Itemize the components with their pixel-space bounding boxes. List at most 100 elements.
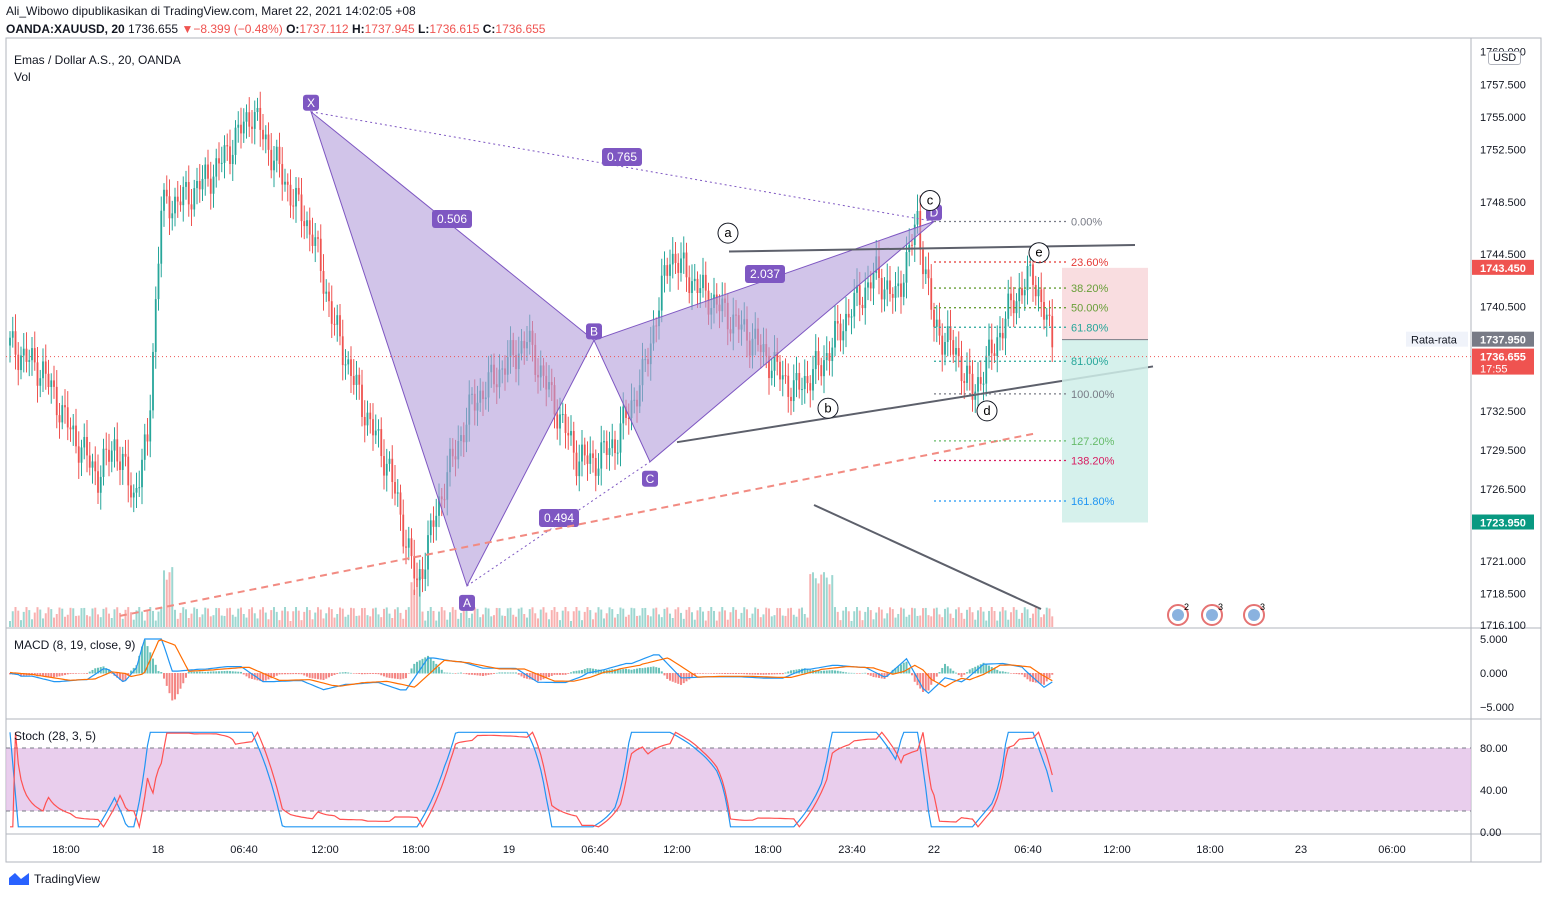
harmonic-dotted-leg: [310, 111, 935, 222]
volume-bar: [619, 607, 622, 627]
macd-histogram-bar: [718, 673, 721, 674]
macd-histogram-bar: [575, 670, 578, 674]
volume-bar: [614, 617, 616, 627]
volume-bar: [955, 609, 957, 627]
macd-histogram-bar: [1004, 671, 1007, 674]
macd-histogram-bar: [462, 673, 465, 674]
macd-histogram-bar: [748, 673, 751, 675]
candle-body: [344, 364, 347, 366]
volume-bar: [856, 607, 858, 627]
volume-bar: [578, 610, 581, 627]
macd-histogram-bar: [853, 672, 856, 674]
macd-histogram-bar: [803, 668, 806, 674]
volume-bar: [366, 615, 369, 627]
volume-bar: [110, 618, 113, 627]
price-tick-label: 1721.000: [1480, 556, 1526, 568]
candle-body: [369, 412, 372, 420]
candle-body: [432, 520, 435, 527]
volume-bar: [449, 612, 451, 627]
macd-histogram-bar: [586, 668, 589, 674]
volume-bar: [28, 610, 31, 627]
macd-histogram-bar: [509, 672, 512, 674]
macd-histogram-bar: [259, 673, 262, 682]
macd-histogram-bar: [479, 673, 482, 676]
macd-histogram-bar: [952, 670, 955, 674]
macd-histogram-bar: [215, 671, 218, 674]
volume-bar: [691, 612, 693, 627]
volume-bar: [339, 607, 341, 627]
candle-body: [798, 373, 801, 390]
volume-bar: [803, 614, 806, 627]
macd-histogram-bar: [196, 671, 198, 674]
candle-body: [814, 351, 817, 370]
macd-histogram-bar: [515, 672, 517, 674]
macd-histogram-bar: [281, 673, 284, 675]
volume-bar: [509, 607, 512, 627]
macd-histogram-bar: [759, 673, 762, 675]
macd-histogram-bar: [765, 673, 768, 675]
candle-body: [699, 288, 702, 293]
volume-bar: [31, 619, 33, 627]
macd-histogram-bar: [581, 670, 583, 674]
candle-body: [182, 186, 185, 206]
macd-histogram-bar: [168, 673, 171, 694]
candle-body: [614, 439, 616, 454]
macd-histogram-bar: [649, 666, 652, 674]
macd-histogram-bar: [209, 671, 212, 674]
candle-body: [894, 286, 897, 298]
candle-body: [660, 275, 663, 311]
volume-bar: [1034, 607, 1037, 627]
candle-body: [688, 277, 691, 294]
macd-histogram-bar: [1001, 671, 1004, 674]
macd-histogram-bar: [1010, 673, 1012, 674]
macd-histogram-bar: [377, 673, 380, 675]
volume-bar: [974, 619, 977, 627]
price-change: −8.399 (−0.48%): [193, 22, 283, 36]
candle-body: [297, 187, 300, 195]
macd-histogram-bar: [652, 666, 655, 674]
macd-histogram-bar: [446, 672, 449, 674]
volume-bar: [655, 607, 658, 627]
price-tick-label: 1752.500: [1480, 145, 1526, 157]
volume-bar: [306, 607, 308, 627]
volume-bar: [776, 607, 779, 627]
macd-tick-label: −5.000: [1480, 702, 1514, 714]
volume-bar: [737, 618, 740, 627]
macd-histogram-bar: [138, 655, 141, 674]
macd-histogram-bar: [647, 667, 649, 674]
volume-bar: [190, 613, 193, 627]
macd-histogram-bar: [251, 673, 253, 679]
candle-body: [190, 204, 193, 210]
macd-histogram-bar: [53, 673, 55, 678]
volume-bar: [911, 607, 913, 627]
volume-bar: [542, 607, 545, 627]
candle-body: [256, 107, 259, 113]
harmonic-ratio-label: 0.506: [437, 212, 467, 226]
currency-badge[interactable]: USD: [1488, 51, 1522, 65]
macd-histogram-bar: [636, 668, 638, 674]
volume-bar: [267, 619, 270, 627]
macd-histogram-bar: [946, 666, 949, 674]
macd-histogram-bar: [336, 673, 339, 675]
volume-bar: [435, 620, 438, 627]
time-tick-label: 06:40: [581, 844, 609, 856]
candle-body: [284, 181, 286, 185]
fib-level-label: 61.80%: [1071, 322, 1109, 334]
volume-bar: [163, 570, 165, 627]
volume-bar: [9, 621, 11, 627]
volume-bar: [990, 607, 993, 627]
macd-histogram-bar: [231, 671, 234, 674]
candle-body: [204, 164, 207, 179]
candle-body: [31, 348, 33, 361]
macd-histogram-bar: [69, 673, 72, 674]
volume-bar: [633, 608, 636, 627]
candle-body: [36, 362, 39, 386]
volume-bar: [724, 610, 726, 627]
volume-bar: [432, 610, 435, 627]
tradingview-brand[interactable]: TradingView: [8, 872, 100, 886]
volume-bar: [47, 607, 50, 627]
volume-bar: [476, 608, 479, 627]
axes: 1760.0001757.5001755.0001752.5001748.500…: [52, 47, 1534, 856]
candle-body: [927, 269, 930, 279]
